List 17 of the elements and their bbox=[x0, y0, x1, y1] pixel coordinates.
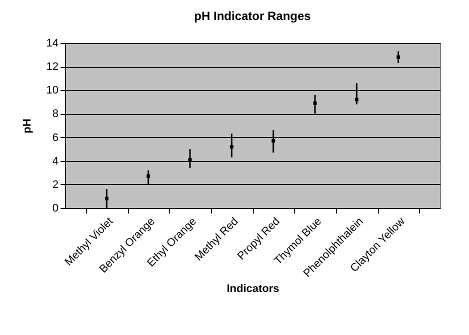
point bbox=[396, 55, 400, 59]
point bbox=[104, 196, 108, 200]
y-tick-label: 4 bbox=[52, 155, 58, 168]
y-tick-label: 0 bbox=[52, 202, 58, 214]
point bbox=[146, 174, 150, 178]
point bbox=[272, 139, 276, 143]
y-tick-label: 2 bbox=[52, 178, 58, 191]
y-tick-label: 6 bbox=[52, 132, 58, 144]
y-axis-title: pH bbox=[21, 118, 34, 134]
x-axis-title: Indicators bbox=[226, 283, 280, 296]
y-tick-label: 12 bbox=[46, 61, 58, 74]
y-tick-label: 10 bbox=[46, 84, 58, 97]
y-tick-label: 8 bbox=[52, 108, 58, 120]
point bbox=[230, 144, 234, 148]
chart-title: pH Indicator Ranges bbox=[194, 9, 312, 23]
y-tick-label: 14 bbox=[46, 38, 58, 50]
point bbox=[354, 98, 358, 102]
